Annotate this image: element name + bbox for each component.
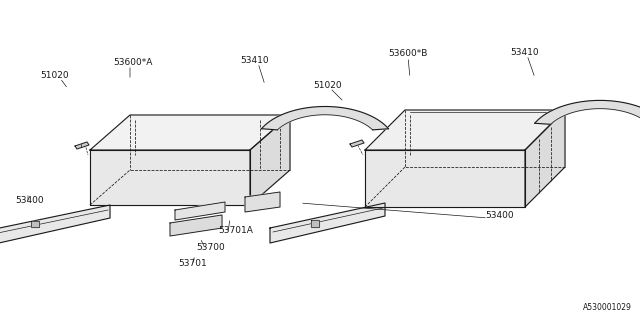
Polygon shape bbox=[311, 220, 319, 227]
Polygon shape bbox=[350, 140, 364, 147]
Text: 53400: 53400 bbox=[485, 211, 514, 220]
Polygon shape bbox=[175, 202, 225, 220]
Text: 53600*B: 53600*B bbox=[388, 49, 428, 58]
Text: A530001029: A530001029 bbox=[583, 303, 632, 312]
Polygon shape bbox=[90, 150, 250, 205]
Polygon shape bbox=[75, 142, 89, 149]
Text: 53701A: 53701A bbox=[218, 226, 253, 235]
Polygon shape bbox=[170, 215, 222, 236]
Polygon shape bbox=[31, 221, 39, 227]
Polygon shape bbox=[262, 107, 388, 130]
Polygon shape bbox=[0, 205, 110, 245]
Polygon shape bbox=[245, 192, 280, 212]
Text: 53400: 53400 bbox=[15, 196, 44, 204]
Polygon shape bbox=[535, 100, 640, 124]
Text: 53410: 53410 bbox=[240, 55, 269, 65]
Polygon shape bbox=[270, 203, 385, 243]
Polygon shape bbox=[365, 150, 525, 207]
Polygon shape bbox=[365, 110, 565, 150]
Text: 53410: 53410 bbox=[510, 47, 539, 57]
Polygon shape bbox=[90, 115, 290, 150]
Polygon shape bbox=[250, 115, 290, 205]
Text: 51020: 51020 bbox=[313, 81, 342, 90]
Text: 53600*A: 53600*A bbox=[113, 58, 152, 67]
Text: 53701: 53701 bbox=[178, 260, 207, 268]
Text: 53700: 53700 bbox=[196, 243, 225, 252]
Text: 51020: 51020 bbox=[40, 70, 68, 79]
Polygon shape bbox=[525, 110, 565, 207]
